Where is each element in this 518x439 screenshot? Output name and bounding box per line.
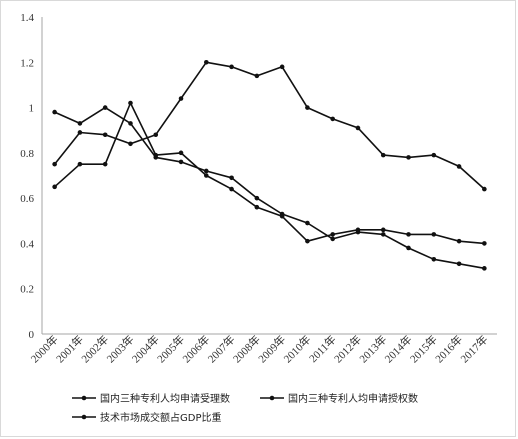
data-point [153,132,159,138]
y-tick-label: 1 [29,103,35,115]
x-tick-label: 2001年 [53,332,86,365]
data-point [406,245,411,251]
y-tick-label: 0.8 [20,148,34,160]
data-point [153,152,159,158]
legend-label: 国内三种专利人均申请受理数 [100,392,230,405]
legend-label: 国内三种专利人均申请授权数 [288,392,418,405]
data-point [482,186,487,192]
data-point [77,161,83,167]
data-point [52,184,57,190]
legend-label: 技术市场成交额占GDP比重 [100,411,221,424]
x-tick-label: 2017年 [457,332,490,365]
data-point [254,204,260,210]
x-tick-label: 2008年 [230,332,263,365]
x-tick-label: 2013年 [356,332,389,365]
data-point [229,64,234,70]
y-tick-label: 0 [29,329,35,341]
y-tick-label: 0.2 [20,284,34,296]
data-point [456,261,462,267]
data-point [102,132,108,138]
data-point [128,100,133,106]
data-point [380,227,386,233]
data-point [178,159,184,165]
data-point [305,105,310,110]
y-tick-label: 1.2 [20,57,34,69]
data-point [178,96,184,101]
data-point [52,109,57,115]
data-point [102,161,108,167]
data-point [380,152,386,158]
series-line-1 [54,106,485,270]
data-point [305,238,310,244]
series-line-2 [54,102,485,245]
data-point [406,155,411,160]
data-point [406,232,411,237]
data-point [431,256,437,262]
data-point [330,236,335,242]
x-tick-labels: 2000年2001年2002年2003年2004年2005年2006年2007年… [28,332,491,365]
x-tick-label: 2014年 [381,332,414,365]
data-point [204,168,209,174]
data-point [431,152,437,158]
series-line-3 [53,61,485,190]
data-point [128,121,133,126]
data-point [380,232,386,237]
y-tick-label: 0.6 [20,193,34,205]
x-tick-label: 2007年 [204,332,237,365]
data-point [279,64,285,70]
x-tick-label: 2006年 [179,332,212,365]
data-point [456,238,462,244]
x-tick-label: 2015年 [407,332,440,365]
data-point [279,213,285,219]
x-tick-label: 2010年 [280,332,313,365]
x-tick-label: 2002年 [78,332,111,365]
data-point [482,266,487,271]
data-point [330,116,335,122]
data-point [77,121,83,126]
data-point [330,232,335,237]
x-tick-label: 2011年 [306,332,339,365]
data-point [254,195,260,201]
legend-marker [269,395,275,401]
data-point [229,186,234,192]
x-tick-label: 2005年 [154,332,187,365]
data-point [254,73,260,79]
y-tick-label: 1.4 [20,12,34,24]
x-tick-label: 2009年 [255,332,288,365]
data-point [178,150,184,156]
y-tick-labels: 0 0.2 0.4 0.6 0.8 1 1.2 1.4 [20,12,34,341]
y-tick-label: 0.4 [20,238,34,250]
data-point [204,173,209,178]
data-point [77,130,83,135]
x-tick-label: 2004年 [129,332,162,365]
x-tick-label: 2003年 [103,332,136,365]
legend-marker [81,395,87,401]
axes [41,17,497,335]
data-point [355,227,361,233]
data-point [305,220,310,226]
data-point [128,141,133,147]
data-point [102,105,108,110]
x-tick-label: 2016年 [432,332,465,365]
data-point [229,175,234,181]
data-point [431,232,437,237]
data-point [482,241,487,246]
series-group [52,59,487,271]
legend-marker [81,414,87,420]
data-point [204,59,209,65]
data-point [456,164,462,169]
x-tick-label: 2012年 [331,332,364,365]
data-point [355,125,361,131]
data-point [52,161,57,167]
